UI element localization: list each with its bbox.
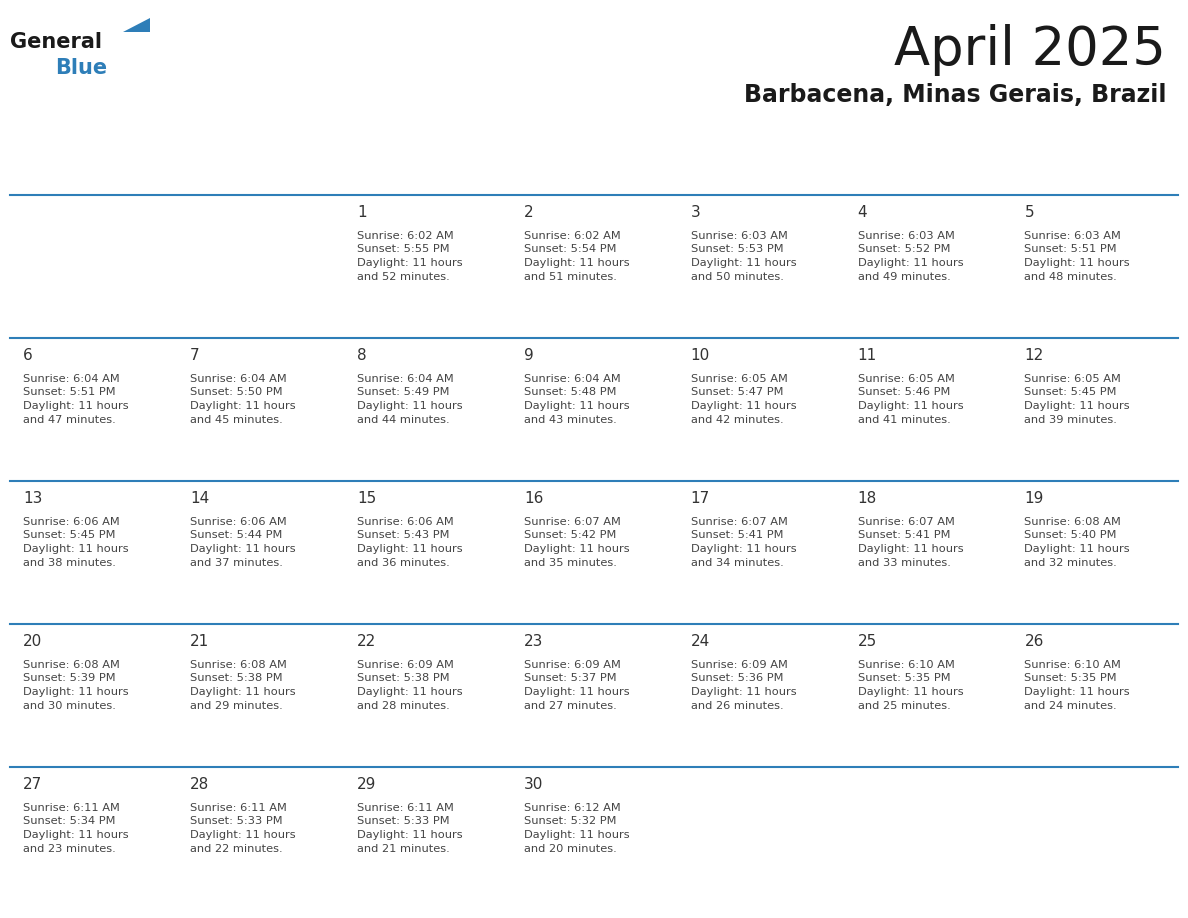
Text: 15: 15 (358, 491, 377, 506)
Text: Sunrise: 6:08 AM
Sunset: 5:38 PM
Daylight: 11 hours
and 29 minutes.: Sunrise: 6:08 AM Sunset: 5:38 PM Dayligh… (190, 660, 296, 711)
Text: Sunrise: 6:05 AM
Sunset: 5:47 PM
Daylight: 11 hours
and 42 minutes.: Sunrise: 6:05 AM Sunset: 5:47 PM Dayligh… (690, 374, 796, 424)
Text: 10: 10 (690, 348, 710, 363)
Text: 23: 23 (524, 634, 543, 649)
Text: Sunrise: 6:04 AM
Sunset: 5:51 PM
Daylight: 11 hours
and 47 minutes.: Sunrise: 6:04 AM Sunset: 5:51 PM Dayligh… (24, 374, 129, 424)
Text: Sunrise: 6:10 AM
Sunset: 5:35 PM
Daylight: 11 hours
and 25 minutes.: Sunrise: 6:10 AM Sunset: 5:35 PM Dayligh… (858, 660, 963, 711)
Text: Thursday: Thursday (715, 166, 807, 184)
Text: Blue: Blue (55, 59, 107, 79)
Text: Sunrise: 6:05 AM
Sunset: 5:45 PM
Daylight: 11 hours
and 39 minutes.: Sunrise: 6:05 AM Sunset: 5:45 PM Dayligh… (1024, 374, 1130, 424)
Text: Sunrise: 6:06 AM
Sunset: 5:44 PM
Daylight: 11 hours
and 37 minutes.: Sunrise: 6:06 AM Sunset: 5:44 PM Dayligh… (190, 517, 296, 567)
Text: 11: 11 (858, 348, 877, 363)
Text: 24: 24 (690, 634, 710, 649)
Text: Sunrise: 6:03 AM
Sunset: 5:51 PM
Daylight: 11 hours
and 48 minutes.: Sunrise: 6:03 AM Sunset: 5:51 PM Dayligh… (1024, 230, 1130, 282)
Text: 25: 25 (858, 634, 877, 649)
Text: Sunrise: 6:12 AM
Sunset: 5:32 PM
Daylight: 11 hours
and 20 minutes.: Sunrise: 6:12 AM Sunset: 5:32 PM Dayligh… (524, 802, 630, 854)
Text: 4: 4 (858, 205, 867, 220)
Text: Friday: Friday (898, 166, 958, 184)
Polygon shape (124, 18, 151, 31)
Text: 29: 29 (358, 777, 377, 792)
Text: Sunrise: 6:07 AM
Sunset: 5:41 PM
Daylight: 11 hours
and 34 minutes.: Sunrise: 6:07 AM Sunset: 5:41 PM Dayligh… (690, 517, 796, 567)
Text: Tuesday: Tuesday (387, 166, 467, 184)
Text: 3: 3 (690, 205, 701, 220)
Text: General: General (10, 31, 102, 51)
Text: Sunrise: 6:02 AM
Sunset: 5:54 PM
Daylight: 11 hours
and 51 minutes.: Sunrise: 6:02 AM Sunset: 5:54 PM Dayligh… (524, 230, 630, 282)
Text: 30: 30 (524, 777, 543, 792)
Text: Saturday: Saturday (1050, 166, 1139, 184)
Text: Sunrise: 6:06 AM
Sunset: 5:45 PM
Daylight: 11 hours
and 38 minutes.: Sunrise: 6:06 AM Sunset: 5:45 PM Dayligh… (24, 517, 129, 567)
Text: 7: 7 (190, 348, 200, 363)
Text: 2: 2 (524, 205, 533, 220)
Text: Monday: Monday (222, 166, 298, 184)
Text: 9: 9 (524, 348, 533, 363)
Text: 16: 16 (524, 491, 543, 506)
Text: 21: 21 (190, 634, 209, 649)
Text: Sunrise: 6:04 AM
Sunset: 5:49 PM
Daylight: 11 hours
and 44 minutes.: Sunrise: 6:04 AM Sunset: 5:49 PM Dayligh… (358, 374, 462, 424)
Text: Sunrise: 6:09 AM
Sunset: 5:37 PM
Daylight: 11 hours
and 27 minutes.: Sunrise: 6:09 AM Sunset: 5:37 PM Dayligh… (524, 660, 630, 711)
Text: Sunrise: 6:07 AM
Sunset: 5:41 PM
Daylight: 11 hours
and 33 minutes.: Sunrise: 6:07 AM Sunset: 5:41 PM Dayligh… (858, 517, 963, 567)
Text: 1: 1 (358, 205, 367, 220)
Text: Sunrise: 6:04 AM
Sunset: 5:50 PM
Daylight: 11 hours
and 45 minutes.: Sunrise: 6:04 AM Sunset: 5:50 PM Dayligh… (190, 374, 296, 424)
Text: 13: 13 (24, 491, 43, 506)
Text: Sunrise: 6:11 AM
Sunset: 5:34 PM
Daylight: 11 hours
and 23 minutes.: Sunrise: 6:11 AM Sunset: 5:34 PM Dayligh… (24, 802, 129, 854)
Text: 17: 17 (690, 491, 710, 506)
Text: Sunrise: 6:08 AM
Sunset: 5:40 PM
Daylight: 11 hours
and 32 minutes.: Sunrise: 6:08 AM Sunset: 5:40 PM Dayligh… (1024, 517, 1130, 567)
Text: 26: 26 (1024, 634, 1044, 649)
Text: Sunrise: 6:11 AM
Sunset: 5:33 PM
Daylight: 11 hours
and 22 minutes.: Sunrise: 6:11 AM Sunset: 5:33 PM Dayligh… (190, 802, 296, 854)
Text: 20: 20 (24, 634, 43, 649)
Text: 28: 28 (190, 777, 209, 792)
Text: Sunrise: 6:09 AM
Sunset: 5:36 PM
Daylight: 11 hours
and 26 minutes.: Sunrise: 6:09 AM Sunset: 5:36 PM Dayligh… (690, 660, 796, 711)
Text: Sunrise: 6:10 AM
Sunset: 5:35 PM
Daylight: 11 hours
and 24 minutes.: Sunrise: 6:10 AM Sunset: 5:35 PM Dayligh… (1024, 660, 1130, 711)
Text: Barbacena, Minas Gerais, Brazil: Barbacena, Minas Gerais, Brazil (744, 83, 1167, 107)
Text: Sunrise: 6:02 AM
Sunset: 5:55 PM
Daylight: 11 hours
and 52 minutes.: Sunrise: 6:02 AM Sunset: 5:55 PM Dayligh… (358, 230, 462, 282)
Text: Sunrise: 6:09 AM
Sunset: 5:38 PM
Daylight: 11 hours
and 28 minutes.: Sunrise: 6:09 AM Sunset: 5:38 PM Dayligh… (358, 660, 462, 711)
Text: 18: 18 (858, 491, 877, 506)
Text: Wednesday: Wednesday (538, 166, 650, 184)
Text: Sunrise: 6:04 AM
Sunset: 5:48 PM
Daylight: 11 hours
and 43 minutes.: Sunrise: 6:04 AM Sunset: 5:48 PM Dayligh… (524, 374, 630, 424)
Text: Sunrise: 6:11 AM
Sunset: 5:33 PM
Daylight: 11 hours
and 21 minutes.: Sunrise: 6:11 AM Sunset: 5:33 PM Dayligh… (358, 802, 462, 854)
Text: Sunrise: 6:07 AM
Sunset: 5:42 PM
Daylight: 11 hours
and 35 minutes.: Sunrise: 6:07 AM Sunset: 5:42 PM Dayligh… (524, 517, 630, 567)
Text: Sunrise: 6:03 AM
Sunset: 5:52 PM
Daylight: 11 hours
and 49 minutes.: Sunrise: 6:03 AM Sunset: 5:52 PM Dayligh… (858, 230, 963, 282)
Text: 5: 5 (1024, 205, 1034, 220)
Text: Sunrise: 6:03 AM
Sunset: 5:53 PM
Daylight: 11 hours
and 50 minutes.: Sunrise: 6:03 AM Sunset: 5:53 PM Dayligh… (690, 230, 796, 282)
Text: 27: 27 (24, 777, 43, 792)
Text: Sunrise: 6:08 AM
Sunset: 5:39 PM
Daylight: 11 hours
and 30 minutes.: Sunrise: 6:08 AM Sunset: 5:39 PM Dayligh… (24, 660, 129, 711)
Text: 22: 22 (358, 634, 377, 649)
Text: April 2025: April 2025 (895, 24, 1167, 75)
Text: 6: 6 (24, 348, 33, 363)
Text: 14: 14 (190, 491, 209, 506)
Text: Sunrise: 6:06 AM
Sunset: 5:43 PM
Daylight: 11 hours
and 36 minutes.: Sunrise: 6:06 AM Sunset: 5:43 PM Dayligh… (358, 517, 462, 567)
Text: Sunrise: 6:05 AM
Sunset: 5:46 PM
Daylight: 11 hours
and 41 minutes.: Sunrise: 6:05 AM Sunset: 5:46 PM Dayligh… (858, 374, 963, 424)
Text: Sunday: Sunday (57, 166, 129, 184)
Text: 8: 8 (358, 348, 367, 363)
Text: 12: 12 (1024, 348, 1044, 363)
Text: 19: 19 (1024, 491, 1044, 506)
